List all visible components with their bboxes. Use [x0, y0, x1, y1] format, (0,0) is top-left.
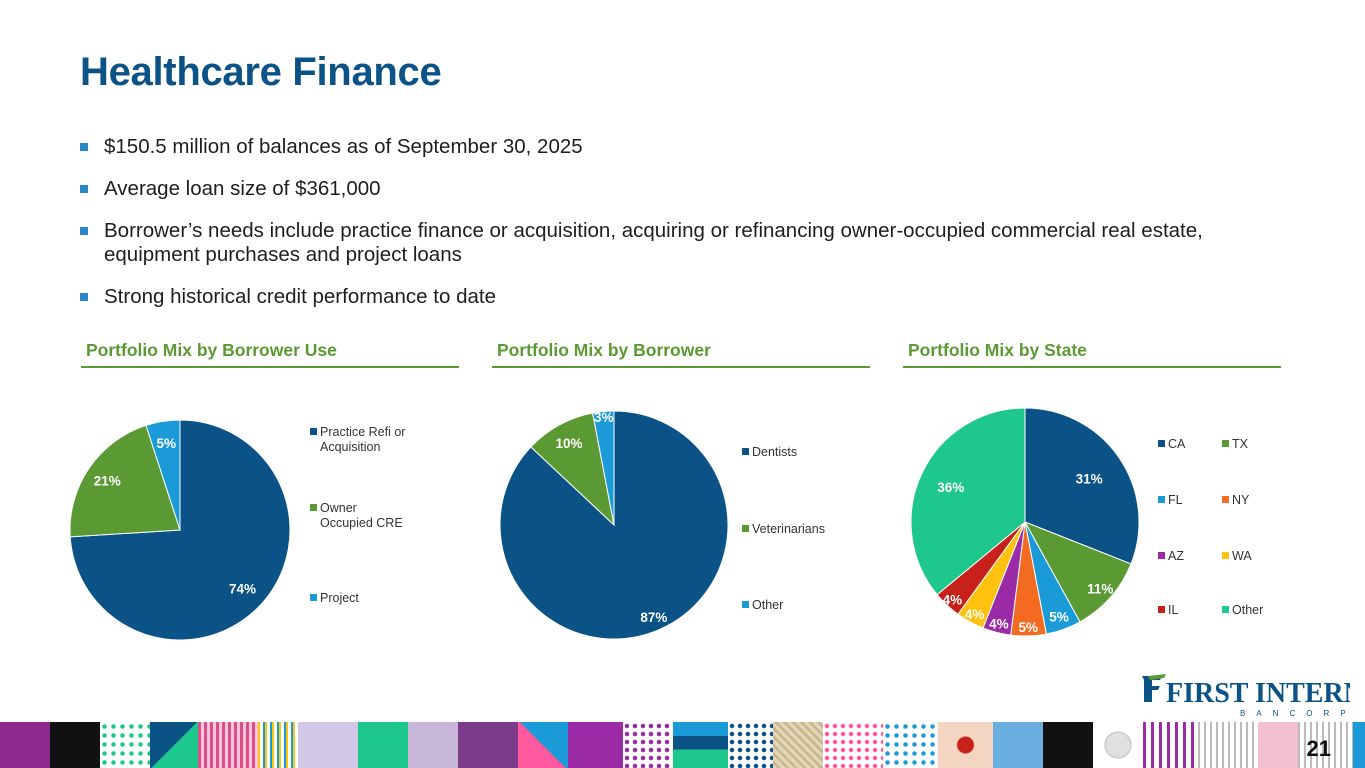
- data-label: 5%: [156, 436, 176, 451]
- chart-state: 31% 11% 5% 5% 4% 4% 4% 36% CA TX FL NY AZ WA IL Other: [900, 392, 1280, 657]
- legend-swatch: [1158, 496, 1165, 503]
- legend-label: TX: [1232, 437, 1249, 451]
- bullet-item: Strong historical credit performance to …: [80, 285, 1280, 309]
- pie-slice: [69, 424, 181, 538]
- section-borrower-use: Portfolio Mix by Borrower Use: [81, 340, 459, 368]
- company-logo: FIRST INTERNET BANCORP: [1140, 672, 1365, 718]
- data-label: 87%: [640, 610, 667, 625]
- legend-swatch: [1222, 552, 1229, 559]
- legend-swatch: [310, 428, 317, 435]
- legend-swatch: [1222, 606, 1229, 613]
- section-divider: [903, 366, 1281, 368]
- section-title: Portfolio Mix by Borrower: [497, 340, 711, 360]
- section-divider: [81, 366, 459, 368]
- data-label: 5%: [1019, 620, 1039, 635]
- section-title: Portfolio Mix by State: [908, 340, 1087, 360]
- legend-swatch: [1158, 606, 1165, 613]
- page-title: Healthcare Finance: [80, 50, 442, 94]
- pie-slice: [145, 419, 181, 531]
- legend-label: Acquisition: [320, 440, 380, 454]
- legend-swatch: [742, 601, 749, 608]
- legend-label: Veterinarians: [752, 522, 825, 536]
- data-label: 5%: [1049, 609, 1069, 624]
- section-state: Portfolio Mix by State: [903, 340, 1281, 368]
- bullet-list: $150.5 million of balances as of Septemb…: [80, 135, 1280, 327]
- legend-swatch: [1158, 440, 1165, 447]
- first-internet-logo: FIRST INTERNET BANCORP: [1142, 674, 1365, 718]
- pie-slice: [1023, 521, 1132, 623]
- legend-label: Project: [320, 591, 359, 605]
- legend-label: Other: [1232, 603, 1263, 617]
- legend-label: Occupied CRE: [320, 516, 403, 530]
- chart-borrower: 87% 10% 3% Dentists Veterinarians Other: [490, 392, 870, 657]
- legend-label: AZ: [1168, 549, 1184, 563]
- legend-label: Owner: [320, 501, 357, 515]
- section-title: Portfolio Mix by Borrower Use: [86, 340, 337, 360]
- section-borrower: Portfolio Mix by Borrower: [492, 340, 870, 368]
- legend-label: NY: [1232, 493, 1250, 507]
- legend-swatch: [310, 504, 317, 511]
- data-label: 36%: [937, 480, 964, 495]
- legend-label: Other: [752, 598, 783, 612]
- data-label: 4%: [965, 607, 985, 622]
- legend-swatch: [1222, 496, 1229, 503]
- data-label: 74%: [229, 582, 256, 597]
- pie-chart-borrower: 87% 10% 3% Dentists Veterinarians Other: [499, 410, 825, 640]
- pie-slice: [592, 410, 615, 526]
- legend-swatch: [742, 525, 749, 532]
- bullet-item: Borrower’s needs include practice financ…: [80, 219, 1280, 267]
- legend-label: Dentists: [752, 445, 797, 459]
- pie-slice: [1024, 407, 1140, 565]
- legend-swatch: [1158, 552, 1165, 559]
- decorative-banner: [0, 722, 1365, 768]
- legend-label: Practice Refi or: [320, 425, 405, 439]
- data-label: 10%: [555, 436, 582, 451]
- legend-swatch: [742, 448, 749, 455]
- chart-borrower-use: 74% 21% 5% Practice Refi or Acquisition Owner…: [60, 392, 440, 657]
- data-label: 4%: [989, 617, 1009, 632]
- pie-slice: [910, 407, 1026, 596]
- data-label: 3%: [594, 410, 614, 425]
- page-number: 21: [1306, 736, 1331, 761]
- logo-text: FIRST INTERNET: [1166, 678, 1350, 709]
- legend-label: IL: [1168, 603, 1178, 617]
- legend-swatch: [1222, 440, 1229, 447]
- bullet-item: $150.5 million of balances as of Septemb…: [80, 135, 1280, 159]
- legend-swatch: [310, 594, 317, 601]
- legend-label: CA: [1168, 437, 1186, 451]
- legend-label: FL: [1168, 493, 1183, 507]
- data-label: 31%: [1076, 471, 1103, 486]
- data-label: 11%: [1087, 581, 1113, 596]
- pie-slice: [530, 412, 615, 527]
- section-divider: [492, 366, 870, 368]
- legend-label: WA: [1232, 549, 1252, 563]
- data-label: 4%: [943, 592, 963, 607]
- data-label: 21%: [94, 474, 121, 489]
- logo-subtext: BANCORP: [1240, 709, 1350, 718]
- bullet-item: Average loan size of $361,000: [80, 177, 1280, 201]
